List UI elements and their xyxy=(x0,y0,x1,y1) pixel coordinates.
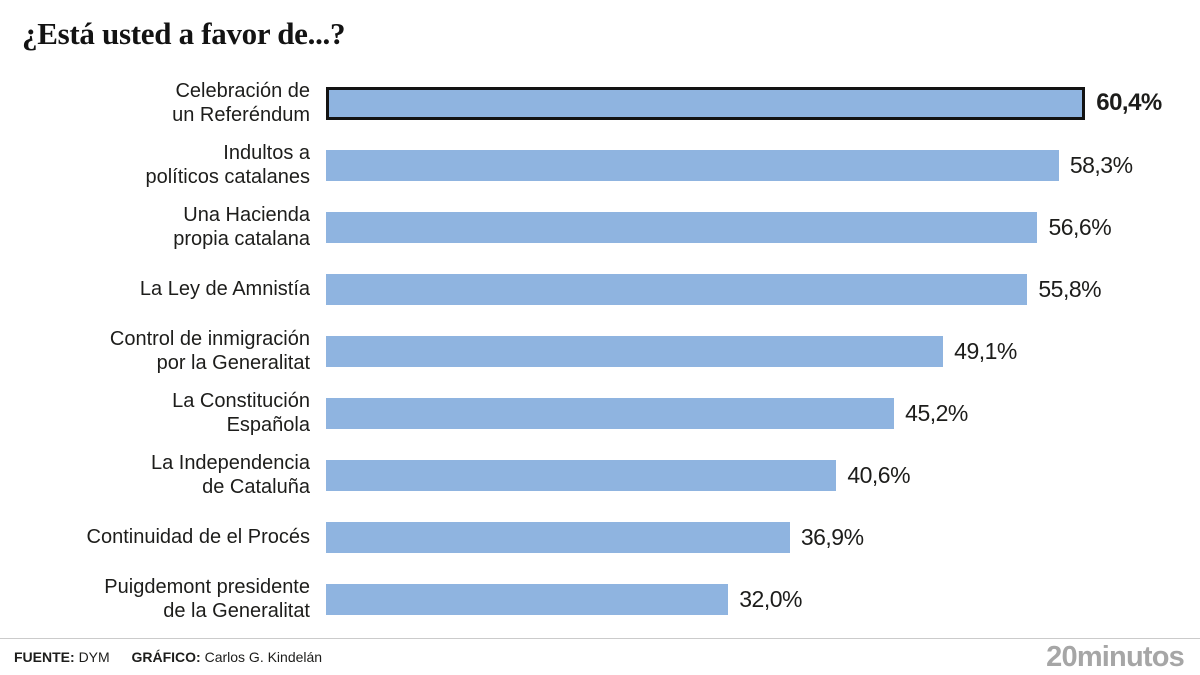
bar-track: 56,6% xyxy=(326,211,1200,243)
category-label: Una Hacienda propia catalana xyxy=(173,203,310,250)
credits: FUENTE: DYM GRÁFICO: Carlos G. Kindelán xyxy=(14,649,322,665)
value-label: 36,9% xyxy=(800,523,864,550)
bar xyxy=(326,397,895,429)
bar xyxy=(326,459,837,491)
category-label: La Independencia de Cataluña xyxy=(150,451,310,498)
chart-row: Una Hacienda propia catalana 56,6% xyxy=(0,196,1200,258)
value-label: 55,8% xyxy=(1038,275,1102,302)
chart-row: Control de inmigración por la Generalita… xyxy=(0,320,1200,382)
chart-row: Continuidad de el Procés 36,9% xyxy=(0,506,1200,568)
bar-highlighted xyxy=(326,86,1086,120)
credit-value: Carlos G. Kindelán xyxy=(204,649,323,665)
chart-row: Indultos a políticos catalanes 58,3% xyxy=(0,134,1200,196)
category-label: La Ley de Amnistía xyxy=(139,277,310,300)
bar-track: 55,8% xyxy=(326,273,1200,305)
bar-track: 36,9% xyxy=(326,521,1200,553)
bar-track: 49,1% xyxy=(326,335,1200,367)
bar xyxy=(326,273,1028,305)
bar xyxy=(326,583,729,615)
bar xyxy=(326,521,790,553)
value-label: 45,2% xyxy=(905,399,968,426)
category-label: Indultos a políticos catalanes xyxy=(145,141,310,188)
bar-track: 45,2% xyxy=(326,397,1200,429)
page-title: ¿Está usted a favor de...? xyxy=(22,16,346,51)
bar-track: 60,4% xyxy=(326,86,1200,120)
bar xyxy=(326,149,1059,181)
chart-rows: Celebración de un Referéndum 60,4% Indulto… xyxy=(0,72,1200,630)
chart-row: Celebración de un Referéndum 60,4% xyxy=(0,72,1200,134)
chart-row: La Ley de Amnistía 55,8% xyxy=(0,258,1200,320)
value-label: 56,6% xyxy=(1048,213,1112,240)
value-label: 60,4% xyxy=(1096,89,1162,116)
bar-chart: Celebración de un Referéndum 60,4% Indulto… xyxy=(0,72,1200,630)
bar xyxy=(326,211,1038,243)
category-label: Celebración de un Referéndum xyxy=(172,79,310,126)
credit-label: GRÁFICO: xyxy=(131,649,201,665)
value-label: 40,6% xyxy=(847,461,911,488)
bar-track: 40,6% xyxy=(326,459,1200,491)
bar-track: 58,3% xyxy=(326,149,1200,181)
chart-row: Puigdemont presidente de la Generalitat 3… xyxy=(0,568,1200,630)
bar xyxy=(326,335,944,367)
source-value: DYM xyxy=(78,649,110,665)
source-label: FUENTE: xyxy=(14,649,75,665)
footer: FUENTE: DYM GRÁFICO: Carlos G. Kindelán … xyxy=(0,638,1200,675)
value-label: 32,0% xyxy=(739,585,802,612)
chart-row: La Constitución Española 45,2% xyxy=(0,382,1200,444)
category-label: La Constitución Española xyxy=(172,389,310,436)
value-label: 58,3% xyxy=(1069,151,1133,178)
chart-row: La Independencia de Cataluña 40,6% xyxy=(0,444,1200,506)
publisher-logo: 20minutos xyxy=(1046,640,1185,673)
category-label: Control de inmigración por la Generalita… xyxy=(109,327,310,374)
category-label: Continuidad de el Procés xyxy=(86,525,310,548)
value-label: 49,1% xyxy=(954,337,1017,364)
category-label: Puigdemont presidente de la Generalitat xyxy=(104,575,310,622)
bar-track: 32,0% xyxy=(326,583,1200,615)
